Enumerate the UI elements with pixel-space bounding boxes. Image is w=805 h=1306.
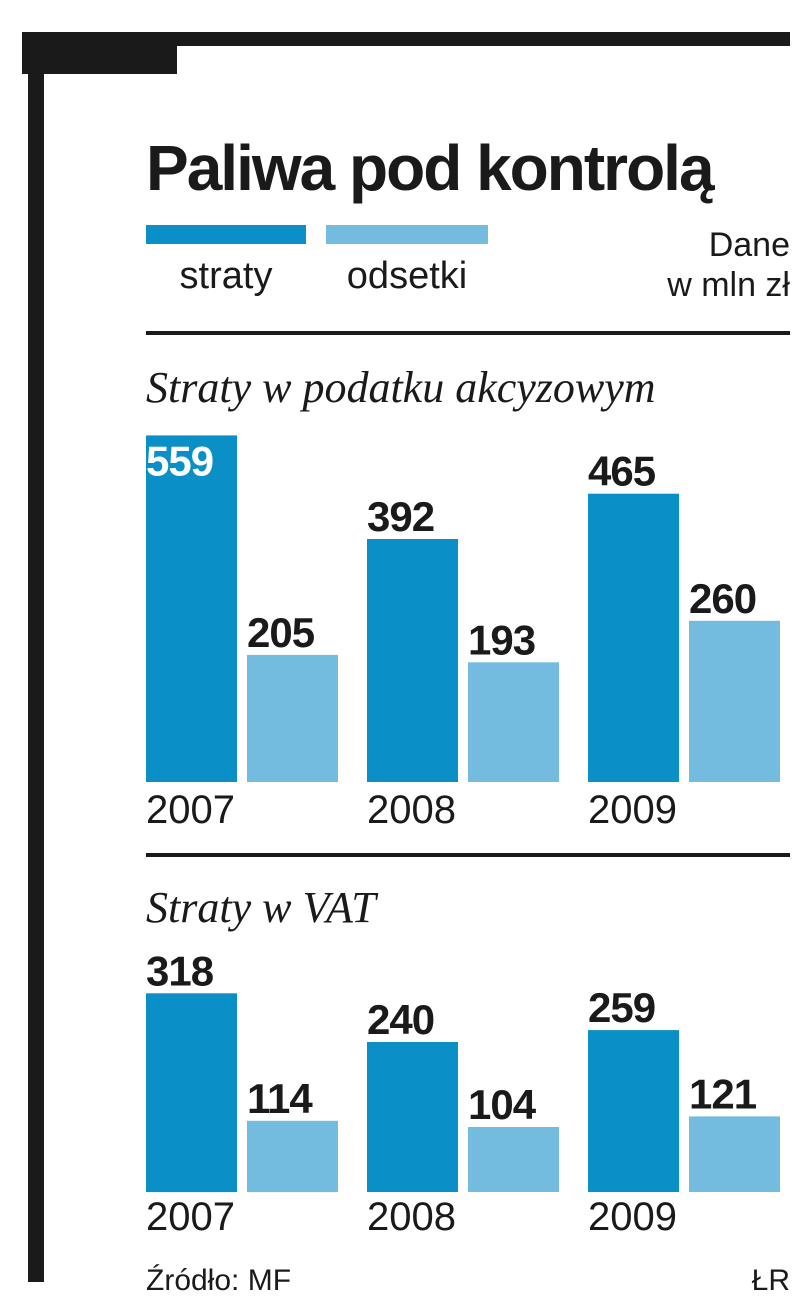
chart2-bar-odsetki-2008 <box>468 1127 559 1192</box>
chart1-value-odsetki-2008: 193 <box>468 616 535 663</box>
chart1-value-odsetki-2009: 260 <box>689 575 756 622</box>
chart1-bar-odsetki-2009 <box>689 620 780 782</box>
page-title: Paliwa pod kontrolą <box>146 132 715 204</box>
chart2-bars: 318 114 2007 240 104 2008 259 121 2009 <box>146 947 780 1239</box>
chart2-category-2009: 2009 <box>588 1195 677 1239</box>
divider-middle <box>146 853 790 857</box>
credit-note: ŁR <box>752 1264 790 1297</box>
chart2-value-odsetki-2009: 121 <box>689 1070 757 1117</box>
divider-top <box>146 331 790 335</box>
chart1-bar-odsetki-2007 <box>247 654 338 782</box>
chart2-bar-straty-2009 <box>588 1030 679 1192</box>
chart2-title: Straty w VAT <box>146 883 379 932</box>
chart2-category-2008: 2008 <box>367 1195 456 1239</box>
unit-note-line2: w mln zł <box>666 266 790 304</box>
unit-note-line1: Dane <box>709 226 790 264</box>
chart1-category-2009: 2009 <box>588 788 677 832</box>
chart2-bar-straty-2008 <box>367 1042 458 1192</box>
source-note: Źródło: MF <box>146 1264 291 1297</box>
frame-top-bar <box>22 32 790 46</box>
chart1-bars: 559 205 2007 392 193 2008 465 260 2009 <box>146 435 780 832</box>
legend-label-odsetki: odsetki <box>347 255 467 297</box>
chart2-value-straty-2009: 259 <box>588 984 655 1031</box>
chart1-title: Straty w podatku akcyzowym <box>146 363 656 412</box>
chart2-bar-odsetki-2007 <box>247 1120 338 1193</box>
chart1-value-straty-2009: 465 <box>588 448 656 495</box>
chart1-category-2008: 2008 <box>367 788 456 832</box>
chart2-bar-straty-2007 <box>146 993 237 1193</box>
chart1-value-straty-2008: 392 <box>367 493 434 540</box>
chart1-category-2007: 2007 <box>146 788 235 832</box>
legend-label-straty: straty <box>180 255 273 297</box>
chart1-bar-straty-2007 <box>146 435 237 782</box>
chart1-bar-straty-2008 <box>367 539 458 782</box>
chart2-category-2007: 2007 <box>146 1195 235 1239</box>
chart1-value-straty-2007: 559 <box>146 437 213 484</box>
chart1-bar-odsetki-2008 <box>468 662 559 782</box>
legend-swatch-odsetki <box>326 225 488 244</box>
frame-left-line <box>28 32 44 1282</box>
chart2-bar-odsetki-2009 <box>689 1116 780 1192</box>
chart1-bar-straty-2009 <box>588 493 679 782</box>
chart2-value-odsetki-2008: 104 <box>468 1081 537 1128</box>
legend-swatch-straty <box>146 225 306 244</box>
chart2-value-straty-2007: 318 <box>146 947 214 994</box>
chart2-value-odsetki-2007: 114 <box>247 1075 313 1122</box>
chart1-value-odsetki-2007: 205 <box>247 609 315 656</box>
chart2-value-straty-2008: 240 <box>367 996 434 1043</box>
